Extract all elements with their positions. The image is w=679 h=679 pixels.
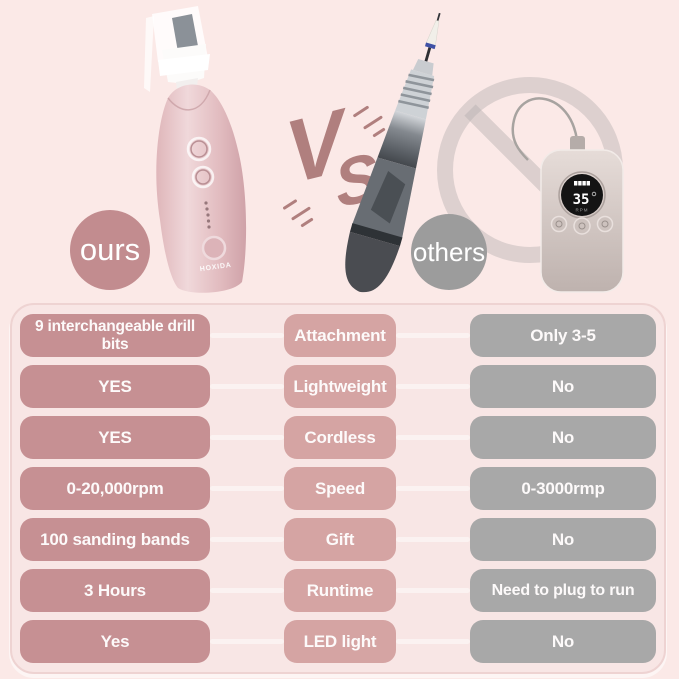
connector-line bbox=[396, 384, 470, 389]
dial-ring bbox=[191, 165, 215, 189]
others-value-pill: Only 3-5 bbox=[470, 314, 656, 357]
drill-pen bbox=[345, 12, 441, 293]
table-row: Yes LED light No bbox=[20, 620, 656, 663]
table-row: 3 Hours Runtime Need to plug to run bbox=[20, 569, 656, 612]
table-row: YES Cordless No bbox=[20, 416, 656, 459]
others-value-pill: No bbox=[470, 416, 656, 459]
feature-pill: Runtime bbox=[284, 569, 396, 612]
comparison-table: 9 interchangeable drill bits Attachment … bbox=[10, 303, 666, 674]
connector-line bbox=[396, 333, 470, 338]
connector-line bbox=[210, 333, 284, 338]
ours-value-pill: 100 sanding bands bbox=[20, 518, 210, 561]
connector-line bbox=[396, 435, 470, 440]
device-body bbox=[156, 84, 247, 293]
packaging-film bbox=[144, 16, 154, 92]
connector-line bbox=[396, 588, 470, 593]
feature-pill: Gift bbox=[284, 518, 396, 561]
connector-line bbox=[210, 435, 284, 440]
table-row: 9 interchangeable drill bits Attachment … bbox=[20, 314, 656, 357]
speed-display bbox=[561, 174, 603, 216]
ours-value-pill: YES bbox=[20, 365, 210, 408]
ours-value-pill: 3 Hours bbox=[20, 569, 210, 612]
power-cord bbox=[511, 97, 579, 161]
power-button-icon bbox=[201, 235, 227, 261]
connector-line bbox=[396, 639, 470, 644]
table-row: 100 sanding bands Gift No bbox=[20, 518, 656, 561]
others-badge: others bbox=[411, 214, 487, 290]
battery-icon bbox=[574, 181, 590, 186]
drill-bit bbox=[425, 20, 440, 48]
others-value-pill: 0-3000rmp bbox=[470, 467, 656, 510]
connector-line bbox=[396, 537, 470, 542]
table-row: 0-20,000rpm Speed 0-3000rmp bbox=[20, 467, 656, 510]
ours-product-image: HOXIDA bbox=[144, 6, 247, 293]
chuck-cap bbox=[413, 58, 434, 76]
others-value-pill: No bbox=[470, 620, 656, 663]
feature-pill: LED light bbox=[284, 620, 396, 663]
bit-holder-flange bbox=[158, 54, 210, 76]
ours-badge: ours bbox=[70, 210, 150, 290]
connector-line bbox=[210, 639, 284, 644]
display-value: 35 bbox=[573, 192, 590, 208]
connector-line bbox=[210, 384, 284, 389]
connector-line bbox=[210, 537, 284, 542]
feature-pill: Attachment bbox=[284, 314, 396, 357]
connector-line bbox=[210, 588, 284, 593]
others-badge-label: others bbox=[412, 236, 486, 267]
others-product-image: 35 RPM bbox=[345, 12, 624, 293]
products-illustration: HOXIDA bbox=[144, 6, 624, 293]
led-indicator-dots bbox=[204, 201, 211, 229]
sanding-bit bbox=[172, 14, 198, 52]
feature-pill: Speed bbox=[284, 467, 396, 510]
ours-badge-label: ours bbox=[79, 232, 141, 267]
grip-inset bbox=[370, 171, 406, 224]
connector-line bbox=[210, 486, 284, 491]
brand-label: HOXIDA bbox=[199, 262, 232, 273]
ours-value-pill: Yes bbox=[20, 620, 210, 663]
ours-value-pill: 0-20,000rpm bbox=[20, 467, 210, 510]
feature-pill: Cordless bbox=[284, 416, 396, 459]
ours-value-pill: YES bbox=[20, 416, 210, 459]
table-row: YES Lightweight No bbox=[20, 365, 656, 408]
control-box: 35 RPM bbox=[540, 136, 624, 293]
control-buttons bbox=[550, 215, 614, 235]
connector-line bbox=[396, 486, 470, 491]
others-value-pill: No bbox=[470, 518, 656, 561]
bit-blue-band bbox=[424, 42, 436, 50]
others-value-pill: No bbox=[470, 365, 656, 408]
feature-pill: Lightweight bbox=[284, 365, 396, 408]
ours-value-pill: 9 interchangeable drill bits bbox=[20, 314, 210, 357]
dial-ring bbox=[186, 136, 212, 162]
display-unit-label: RPM bbox=[576, 208, 589, 213]
others-value-pill: Need to plug to run bbox=[470, 569, 656, 612]
